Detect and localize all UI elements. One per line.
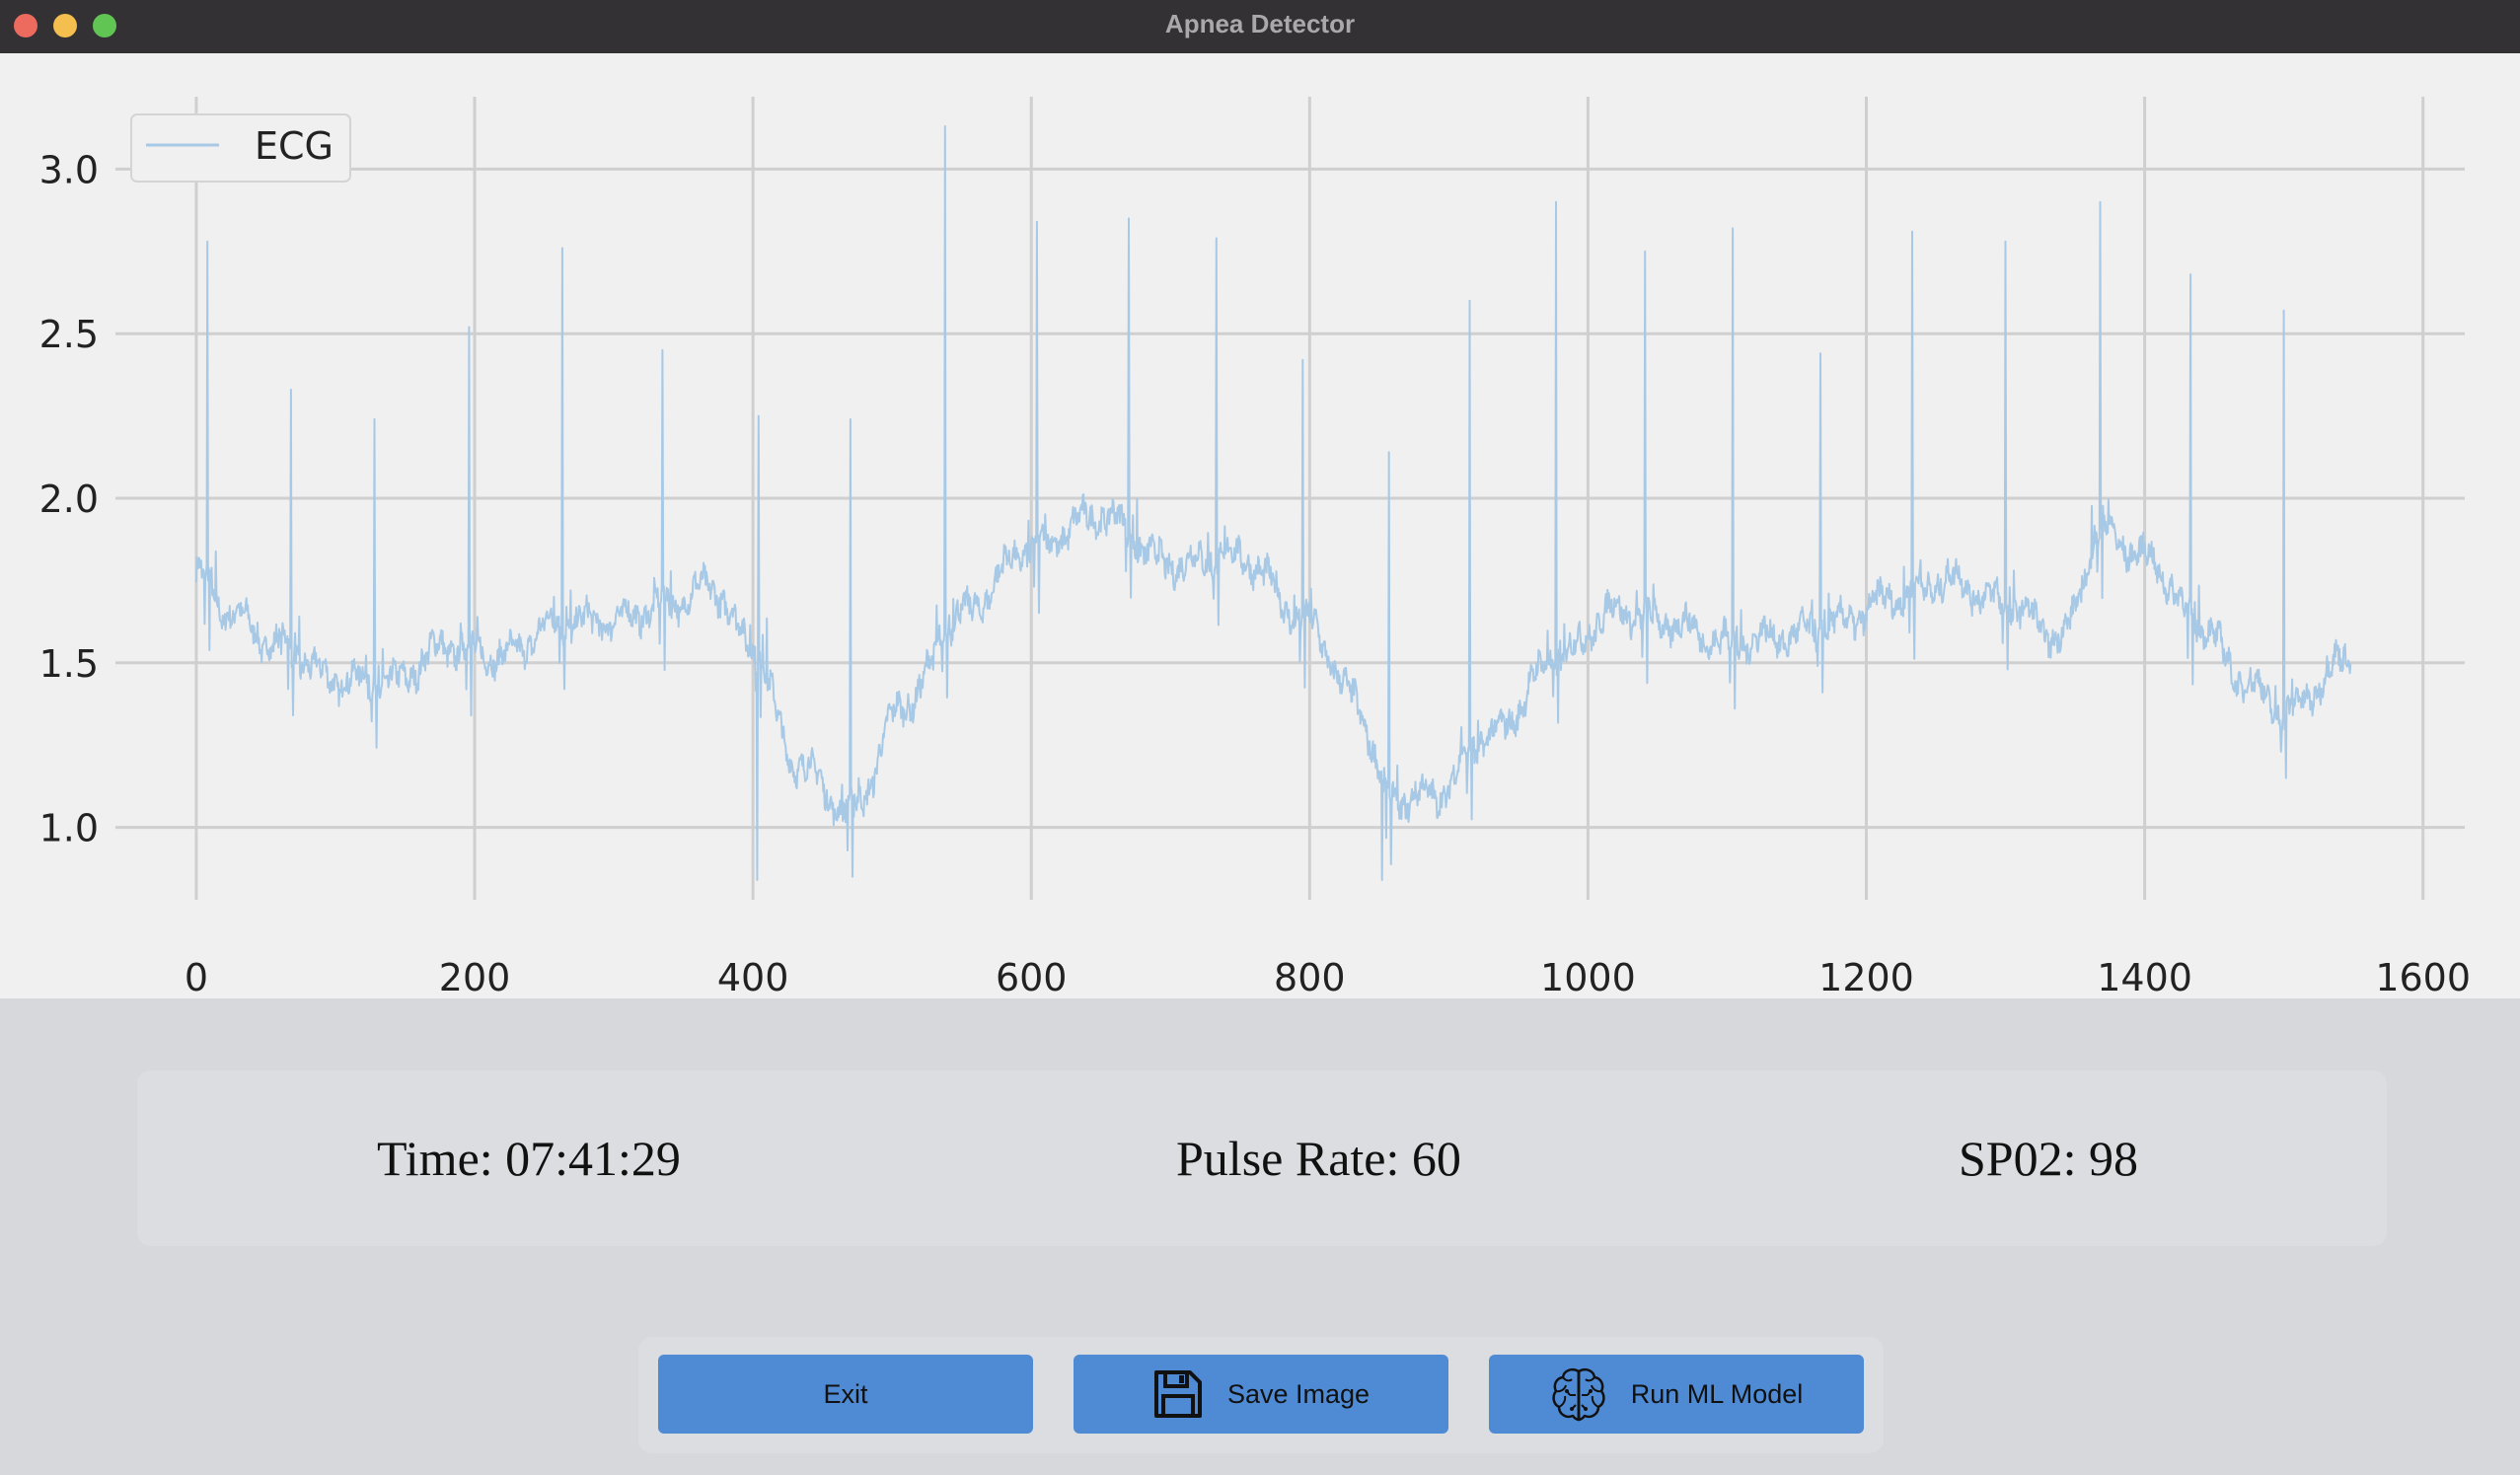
title-bar: Apnea Detector (0, 0, 2520, 54)
exit-button[interactable]: Exit (658, 1355, 1033, 1434)
ecg-series-line (194, 125, 2352, 881)
floppy-disk-icon (1152, 1368, 1204, 1420)
minimize-window-button[interactable] (53, 14, 77, 37)
brain-icon (1550, 1365, 1607, 1423)
x-tick-label: 1000 (1540, 956, 1636, 998)
x-tick-label: 400 (717, 956, 789, 998)
run-ml-model-button-label: Run ML Model (1630, 1378, 1804, 1409)
ecg-chart: 0 200 400 600 800 1000 1200 1400 1600 1.0 1.5 2.0 2.… (39, 97, 2471, 998)
x-tick-label: 600 (996, 956, 1068, 998)
x-tick-label: 800 (1274, 956, 1346, 998)
close-window-button[interactable] (14, 14, 37, 37)
y-tick-label: 1.5 (39, 642, 99, 686)
spo2-readout: SP02: 98 (1959, 1131, 2139, 1186)
y-tick-label: 3.0 (39, 148, 99, 191)
save-image-button-label: Save Image (1226, 1378, 1371, 1409)
x-tick-label: 1200 (1818, 956, 1914, 998)
pulse-rate-readout: Pulse Rate: 60 (1176, 1131, 1461, 1186)
save-image-button[interactable]: Save Image (1074, 1355, 1448, 1434)
chart-series (194, 125, 2352, 881)
y-tick-label: 2.0 (39, 478, 99, 521)
run-ml-model-button[interactable]: Run ML Model (1489, 1355, 1864, 1434)
chart-grid (115, 97, 2465, 900)
x-tick-label: 1400 (2097, 956, 2192, 998)
legend-box (130, 113, 351, 183)
chart-tick-labels: 0 200 400 600 800 1000 1200 1400 1600 1.0 1.5 2.0 2.… (39, 148, 2471, 998)
exit-button-label: Exit (823, 1378, 868, 1409)
button-bar: Exit Save Image (638, 1337, 1884, 1453)
x-tick-label: 200 (439, 956, 511, 998)
y-tick-label: 1.0 (39, 807, 99, 850)
time-readout: Time: 07:41:29 (377, 1131, 681, 1186)
x-tick-label: 1600 (2375, 956, 2471, 998)
x-tick-label: 0 (185, 956, 208, 998)
maximize-window-button[interactable] (93, 14, 116, 37)
window-title: Apnea Detector (1164, 9, 1356, 38)
ecg-plot-area: 0 200 400 600 800 1000 1200 1400 1600 1.0 1.5 2.0 2.… (0, 53, 2520, 998)
chart-legend: ECG (130, 113, 351, 183)
y-tick-label: 2.5 (39, 313, 99, 356)
vitals-panel: Time: 07:41:29 Pulse Rate: 60 SP02: 98 (137, 1070, 2387, 1246)
legend-label-ecg: ECG (255, 124, 334, 168)
